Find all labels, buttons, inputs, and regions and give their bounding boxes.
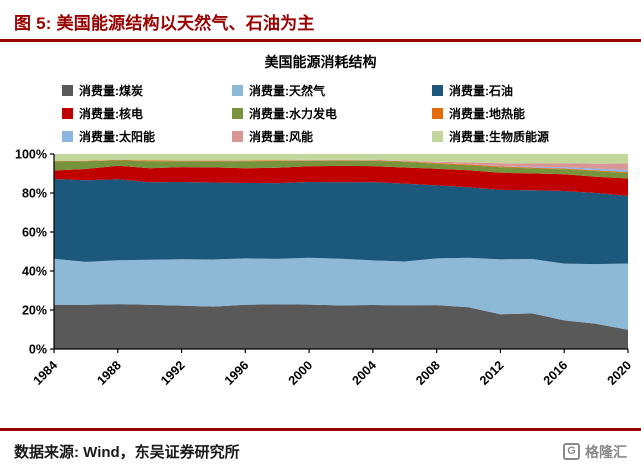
gelonghui-logo-icon: G: [563, 443, 580, 460]
energy-chart: 美国能源消耗结构 消费量:煤炭 消费量:天然气 消费量:石油消费量:核电 消费量:水力…: [0, 42, 641, 401]
legend-item-oil: 消费量:石油: [432, 82, 622, 99]
legend-item-natural-gas: 消费量:天然气: [232, 82, 432, 99]
legend-swatch-hydro: [232, 108, 243, 119]
legend-label: 消费量:煤炭: [79, 84, 143, 98]
legend-label: 消费量:生物质能源: [449, 130, 549, 144]
header: 图 5: 美国能源结构以天然气、石油为主: [0, 0, 641, 39]
area-nuclear: [53, 165, 628, 196]
y-tick-label: 80%: [21, 187, 46, 201]
area-oil: [53, 179, 628, 265]
legend-item-nuclear: 消费量:核电: [62, 105, 232, 122]
y-tick-label: 20%: [21, 304, 46, 318]
x-tick-label: 2008: [413, 358, 443, 388]
x-tick-label: 2020: [604, 358, 634, 388]
x-tick-label: 2004: [349, 358, 379, 388]
x-tick-label: 2012: [476, 358, 506, 388]
footer: 数据来源: Wind，东吴证券研究所 G 格隆汇: [0, 431, 641, 476]
legend-label: 消费量:地热能: [449, 107, 525, 121]
area-coal: [53, 304, 628, 349]
area-biomass: [53, 154, 628, 164]
title-divider: [0, 39, 641, 42]
legend-label: 消费量:核电: [79, 107, 143, 121]
legend-swatch-geothermal: [432, 108, 443, 119]
area-wind: [53, 159, 628, 170]
legend-label: 消费量:太阳能: [79, 130, 155, 144]
legend-item-solar: 消费量:太阳能: [62, 128, 232, 145]
gelonghui-logo-text: 格隆汇: [585, 443, 627, 460]
footer-divider: [0, 428, 641, 431]
legend-swatch-coal: [62, 85, 73, 96]
stacked-area-chart: 0% 20% 40% 60% 80% 100% 1984 1988 1992 1996 2000 20…: [15, 149, 634, 388]
legend-label: 消费量:天然气: [249, 84, 325, 98]
figure-title: 图 5: 美国能源结构以天然气、石油为主: [14, 14, 315, 33]
legend-swatch-wind: [232, 131, 243, 142]
data-source: 数据来源: Wind，东吴证券研究所: [14, 444, 240, 461]
legend-swatch-biomass: [432, 131, 443, 142]
legend-label: 消费量:水力发电: [249, 107, 337, 121]
x-tick-label: 1996: [221, 358, 251, 388]
y-tick-label: 60%: [21, 226, 46, 240]
legend-item-hydro: 消费量:水力发电: [232, 105, 432, 122]
x-tick-label: 1984: [30, 358, 60, 388]
legend-item-biomass: 消费量:生物质能源: [432, 128, 622, 145]
legend-swatch-nuclear: [62, 108, 73, 119]
y-tick-label: 100%: [15, 149, 47, 162]
x-tick-label: 2016: [540, 358, 570, 388]
gelonghui-logo: G 格隆汇: [563, 442, 627, 462]
legend-swatch-solar: [62, 131, 73, 142]
legend-item-geothermal: 消费量:地热能: [432, 105, 622, 122]
legend-item-coal: 消费量:煤炭: [62, 82, 232, 99]
y-tick-label: 40%: [21, 265, 46, 279]
area-hydro: [53, 160, 628, 179]
x-tick-label: 1992: [158, 358, 188, 388]
legend-label: 消费量:石油: [449, 84, 513, 98]
legend-label: 消费量:风能: [249, 130, 313, 144]
y-tick-label: 0%: [28, 343, 46, 357]
legend-swatch-oil: [432, 85, 443, 96]
area-natural-gas: [53, 257, 628, 330]
x-tick-label: 1988: [94, 358, 124, 388]
x-tick-label: 2000: [285, 358, 315, 388]
chart-legend: 消费量:煤炭 消费量:天然气 消费量:石油消费量:核电 消费量:水力发电 消费量:地热能…: [62, 82, 622, 145]
chart-title: 美国能源消耗结构: [264, 54, 377, 70]
legend-swatch-natural-gas: [232, 85, 243, 96]
legend-item-wind: 消费量:风能: [232, 128, 432, 145]
